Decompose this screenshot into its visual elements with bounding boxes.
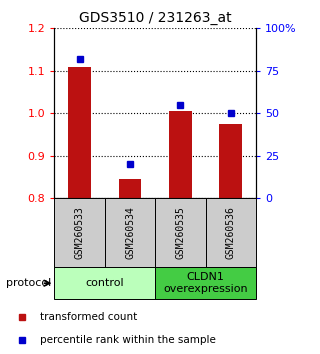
Text: CLDN1
overexpression: CLDN1 overexpression xyxy=(163,272,248,294)
Bar xyxy=(68,67,91,198)
Text: protocol: protocol xyxy=(6,278,52,288)
Text: GSM260535: GSM260535 xyxy=(175,206,185,259)
Bar xyxy=(206,198,256,267)
Text: transformed count: transformed count xyxy=(40,312,137,322)
Bar xyxy=(155,198,206,267)
Bar xyxy=(105,198,155,267)
Text: GSM260533: GSM260533 xyxy=(75,206,84,259)
Bar xyxy=(155,267,256,299)
Text: control: control xyxy=(85,278,124,288)
Text: GSM260536: GSM260536 xyxy=(226,206,236,259)
Bar xyxy=(119,179,141,198)
Bar xyxy=(54,267,155,299)
Title: GDS3510 / 231263_at: GDS3510 / 231263_at xyxy=(79,11,231,24)
Text: GSM260534: GSM260534 xyxy=(125,206,135,259)
Bar xyxy=(54,198,105,267)
Text: percentile rank within the sample: percentile rank within the sample xyxy=(40,335,216,346)
Bar xyxy=(220,124,242,198)
Bar xyxy=(169,111,192,198)
